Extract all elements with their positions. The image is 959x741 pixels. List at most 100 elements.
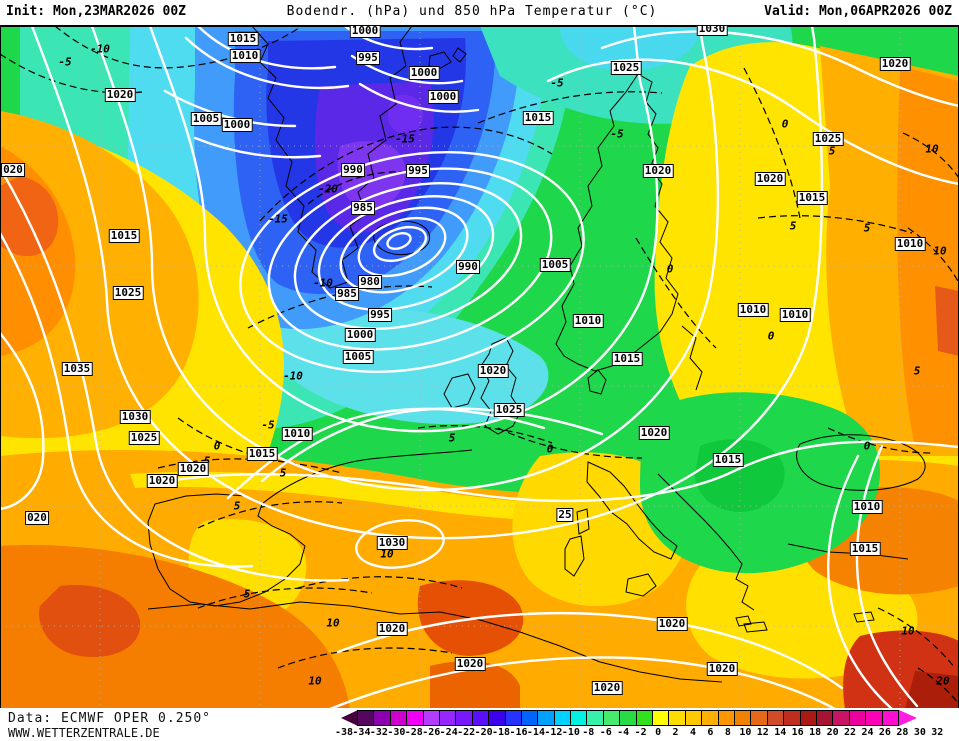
colorbar-box — [832, 710, 850, 726]
pressure-label: 1005 — [342, 350, 374, 364]
pressure-label: 1030 — [696, 26, 728, 36]
colorbar-box — [766, 710, 785, 726]
pressure-label: 1020 — [591, 681, 623, 695]
colorbar-tick: 4 — [689, 727, 697, 738]
pressure-label: 985 — [335, 287, 359, 301]
temperature-label: 5 — [243, 587, 251, 601]
temperature-label: 10 — [326, 616, 340, 630]
pressure-label: 1030 — [119, 410, 151, 424]
pressure-label: 1010 — [281, 427, 313, 441]
pressure-label: 990 — [456, 260, 480, 274]
temperature-label: -5 — [610, 127, 624, 141]
pressure-label: 1010 — [737, 303, 769, 317]
pressure-label: 1005 — [539, 258, 571, 272]
pressure-label: 995 — [406, 164, 430, 178]
temperature-label: 0 — [781, 117, 789, 131]
temperature-label: -15 — [395, 132, 415, 146]
colorbar-tick: 2 — [672, 727, 679, 738]
colorbar-box — [570, 710, 588, 726]
colorbar-box — [881, 710, 899, 726]
colorbar-box — [799, 710, 817, 726]
colorbar-tick: 6 — [707, 727, 714, 738]
pressure-label: 1025 — [112, 286, 144, 300]
temperature-label: 10 — [933, 244, 947, 258]
pressure-label: 990 — [341, 163, 365, 177]
pressure-label: 1020 — [754, 172, 786, 186]
colorbar-tick: -20 — [474, 727, 493, 738]
colorbar-box — [438, 710, 457, 726]
temperature-label: 0 — [767, 329, 775, 343]
temperature-label: -5 — [58, 55, 72, 69]
temperature-label: 0 — [213, 439, 221, 453]
colorbar-tick: -16 — [509, 727, 528, 738]
temperature-label: 5 — [913, 364, 921, 378]
colorbar-box — [750, 710, 768, 726]
colorbar-box — [357, 710, 375, 726]
pressure-label: 1025 — [812, 132, 844, 146]
pressure-label: 1000 — [349, 25, 381, 38]
pressure-label: 1025 — [610, 61, 642, 75]
colorbar-box — [602, 710, 621, 726]
colorbar-right-arrow — [898, 710, 917, 726]
pressure-label: 1010 — [851, 500, 883, 514]
map-graphic — [0, 26, 959, 709]
temperature-label: 10 — [901, 624, 915, 638]
colorbar-box — [684, 710, 703, 726]
temperature-label: 0 — [863, 439, 871, 453]
colorbar — [341, 710, 917, 726]
temperature-label: 5 — [203, 454, 211, 468]
pressure-label: 1020 — [706, 662, 738, 676]
colorbar-tick: 10 — [739, 727, 752, 738]
chart-title: Bodendr. (hPa) und 850 hPa Temperatur (°… — [286, 4, 658, 19]
colorbar-tick: 20 — [826, 727, 839, 738]
colorbar-tick: 32 — [931, 727, 944, 738]
colorbar-box — [389, 710, 408, 726]
pressure-label: 1020 — [177, 462, 209, 476]
colorbar-tick: -12 — [544, 727, 563, 738]
temperature-label: 10 — [925, 142, 939, 156]
pressure-label: 1000 — [344, 328, 376, 342]
pressure-label: 1015 — [246, 447, 278, 461]
colorbar-box — [717, 710, 735, 726]
temperature-label: 20 — [936, 674, 950, 688]
colorbar-box — [848, 710, 867, 726]
pressure-label: 1030 — [376, 536, 408, 550]
header: Init: Mon,23MAR2026 00Z Bodendr. (hPa) u… — [0, 0, 959, 25]
temperature-label: 5 — [448, 431, 456, 445]
pressure-label: 995 — [356, 51, 380, 65]
colorbar-box — [537, 710, 555, 726]
colorbar-box — [471, 710, 490, 726]
valid-time-label: Valid: Mon,06APR2026 00Z — [764, 4, 952, 19]
pressure-label: 1015 — [712, 453, 744, 467]
colorbar-box — [422, 710, 440, 726]
colorbar-tick: -6 — [599, 727, 612, 738]
pressure-label: 1025 — [493, 403, 525, 417]
pressure-label: 1015 — [611, 352, 643, 366]
colorbar-tick: -2 — [634, 727, 647, 738]
pressure-label: 1000 — [427, 90, 459, 104]
pressure-label: 1010 — [779, 308, 811, 322]
temperature-label: 0 — [666, 262, 674, 276]
temperature-label: 5 — [279, 466, 287, 480]
pressure-label: 1020 — [638, 426, 670, 440]
colorbar-box — [815, 710, 834, 726]
pressure-label: 1010 — [572, 314, 604, 328]
colorbar-tick: 16 — [791, 727, 804, 738]
colorbar-tick: 8 — [724, 727, 731, 738]
website-label: WWW.WETTERZENTRALE.DE — [8, 726, 160, 740]
weather-map: 1015 1010 1000 995 1000 1000 1020 1005 1000 990 99… — [0, 25, 959, 710]
temperature-label: 10 — [380, 547, 394, 561]
colorbar-tick: 18 — [809, 727, 822, 738]
temperature-label: -15 — [268, 212, 288, 226]
colorbar-tick: -38 — [334, 727, 354, 738]
pressure-label: 1015 — [522, 111, 554, 125]
temperature-label: 10 — [308, 674, 322, 688]
colorbar-tick: 30 — [913, 727, 926, 738]
colorbar-box — [865, 710, 883, 726]
temperature-label: -5 — [550, 76, 564, 90]
colorbar-box — [586, 710, 604, 726]
pressure-label: 25 — [556, 508, 574, 522]
colorbar-box — [668, 710, 686, 726]
colorbar-tick: -14 — [526, 727, 545, 738]
pressure-label: 1015 — [227, 32, 259, 46]
